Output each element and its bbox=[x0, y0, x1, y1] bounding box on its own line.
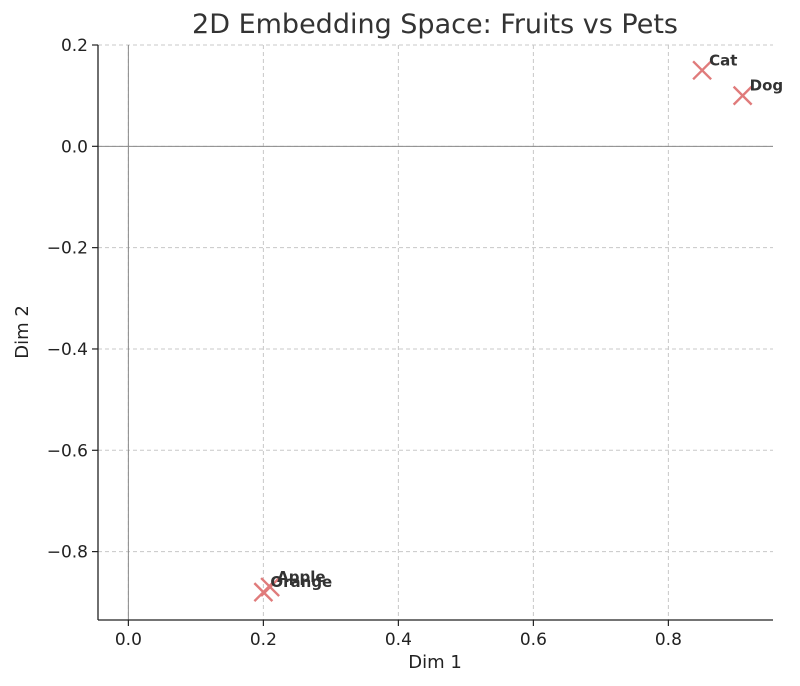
grid bbox=[98, 44, 773, 620]
y-tick-label: −0.8 bbox=[47, 543, 88, 563]
point-marker bbox=[732, 85, 753, 106]
x-tick-label: 0.8 bbox=[655, 630, 682, 650]
x-tick-label: 0.6 bbox=[520, 630, 547, 650]
point-label: Dog bbox=[750, 77, 784, 95]
x-axis-ticks: 0.0 0.2 0.4 0.6 0.8 bbox=[115, 620, 682, 650]
chart-title: 2D Embedding Space: Fruits vs Pets bbox=[192, 9, 678, 40]
y-tick-label: 0.2 bbox=[61, 36, 88, 56]
x-tick-label: 0.0 bbox=[115, 630, 142, 650]
point-label: Orange bbox=[270, 573, 332, 591]
point-marker bbox=[253, 582, 274, 602]
data-point-orange: Orange bbox=[253, 573, 332, 602]
reference-lines bbox=[98, 45, 773, 620]
x-tick-label: 0.2 bbox=[250, 630, 277, 650]
point-marker bbox=[692, 60, 712, 81]
x-tick-label: 0.4 bbox=[385, 630, 412, 650]
y-tick-label: −0.2 bbox=[47, 239, 88, 259]
axes bbox=[97, 45, 773, 621]
y-axis-label: Dim 2 bbox=[12, 305, 33, 359]
point-label: Apple bbox=[277, 568, 325, 586]
point-label: Cat bbox=[709, 51, 737, 69]
y-tick-label: −0.6 bbox=[47, 441, 88, 461]
y-axis-ticks: 0.2 0.0 −0.2 −0.4 −0.6 −0.8 bbox=[47, 36, 98, 563]
y-tick-label: 0.0 bbox=[61, 137, 88, 157]
x-axis-label: Dim 1 bbox=[408, 652, 462, 673]
y-tick-label: −0.4 bbox=[47, 340, 88, 360]
data-point-dog: Dog bbox=[732, 77, 784, 106]
data-point-cat: Cat bbox=[692, 51, 737, 81]
